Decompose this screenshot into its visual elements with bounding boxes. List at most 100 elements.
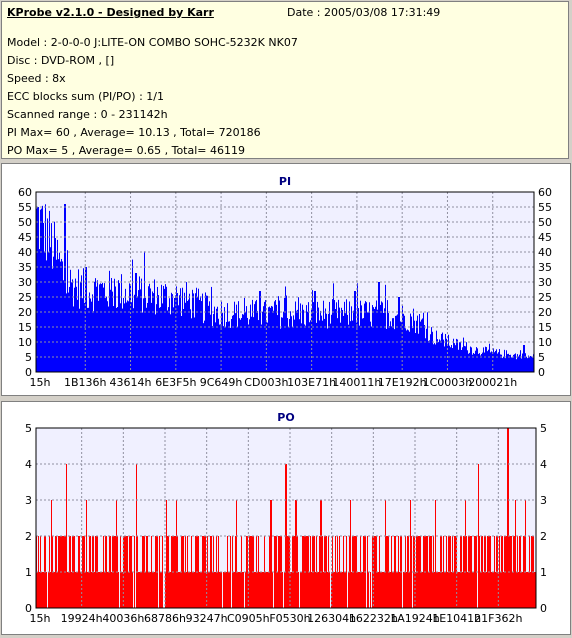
data-bar [457,572,458,608]
data-bar [142,536,143,608]
data-bar [359,572,360,608]
data-bar [383,572,384,608]
data-bar [136,273,137,372]
data-bar [435,344,436,372]
data-bar [191,536,192,608]
data-bar [242,572,243,608]
data-bar [369,302,370,372]
data-bar [162,303,163,372]
data-bar [293,315,294,372]
data-bar [152,291,153,372]
data-bar [258,320,259,372]
data-bar [147,536,148,608]
data-bar [499,349,500,372]
x-tick-label: 68786h [144,612,186,625]
data-bar [198,536,199,608]
data-bar [514,354,515,372]
data-bar [268,307,269,372]
data-bar [388,313,389,372]
data-bar [67,572,68,608]
data-bar [104,572,105,608]
data-bar [74,287,75,372]
data-bar [491,351,492,372]
data-bar [370,321,371,372]
data-bar [180,288,181,372]
data-bar [192,289,193,372]
data-bar [502,536,503,608]
data-bar [269,306,270,372]
data-bar [62,536,63,608]
data-bar [503,572,504,608]
data-bar [54,572,55,608]
y-tick-label-left: 25 [18,291,32,304]
data-bar [50,572,51,608]
x-tick-label: 17E192h [378,376,427,389]
data-bar [368,572,369,608]
data-bar [469,352,470,372]
data-bar [336,302,337,372]
data-bar [318,572,319,608]
data-bar [124,303,125,372]
data-bar [472,354,473,372]
data-bar [237,326,238,372]
data-bar [109,270,110,372]
data-bar [150,572,151,608]
data-bar [427,536,428,608]
data-bar [383,312,384,372]
y-tick-label-left: 20 [18,306,32,319]
data-bar [263,306,264,372]
data-bar [127,300,128,372]
bar-series [36,204,534,372]
data-bar [382,572,383,608]
data-bar [495,350,496,372]
data-bar [131,302,132,372]
data-bar [363,536,364,608]
data-bar [108,572,109,608]
data-bar [85,267,86,372]
data-bar [107,572,108,608]
data-bar [355,291,356,372]
data-bar [339,536,340,608]
y-tick-label-right: 25 [538,291,552,304]
data-bar [412,328,413,372]
chart-title: PO [277,411,294,424]
data-bar [291,316,292,372]
data-bar [500,354,501,372]
data-bar [393,572,394,608]
data-bar [89,292,90,372]
data-bar [103,536,104,608]
data-bar [335,308,336,372]
data-bar [314,536,315,608]
data-bar [224,572,225,608]
data-bar [300,572,301,608]
data-bar [373,307,374,372]
data-bar [40,209,41,372]
data-bar [201,572,202,608]
data-bar [417,315,418,372]
data-bar [167,536,168,608]
data-bar [75,572,76,608]
data-bar [286,464,287,608]
data-bar [198,288,199,372]
data-bar [301,323,302,372]
data-bar [528,355,529,372]
data-bar [126,536,127,608]
data-bar [279,536,280,608]
data-bar [303,536,304,608]
data-bar [162,536,163,608]
data-bar [528,572,529,608]
data-bar [434,343,435,372]
data-bar [360,300,361,372]
data-bar [352,320,353,372]
data-bar [128,572,129,608]
data-bar [310,320,311,372]
y-tick-label-left: 40 [18,246,32,259]
data-bar [131,536,132,608]
data-bar [321,315,322,372]
data-bar [91,572,92,608]
data-bar [456,338,457,372]
data-bar [254,304,255,372]
data-bar [505,358,506,372]
data-bar [413,308,414,372]
